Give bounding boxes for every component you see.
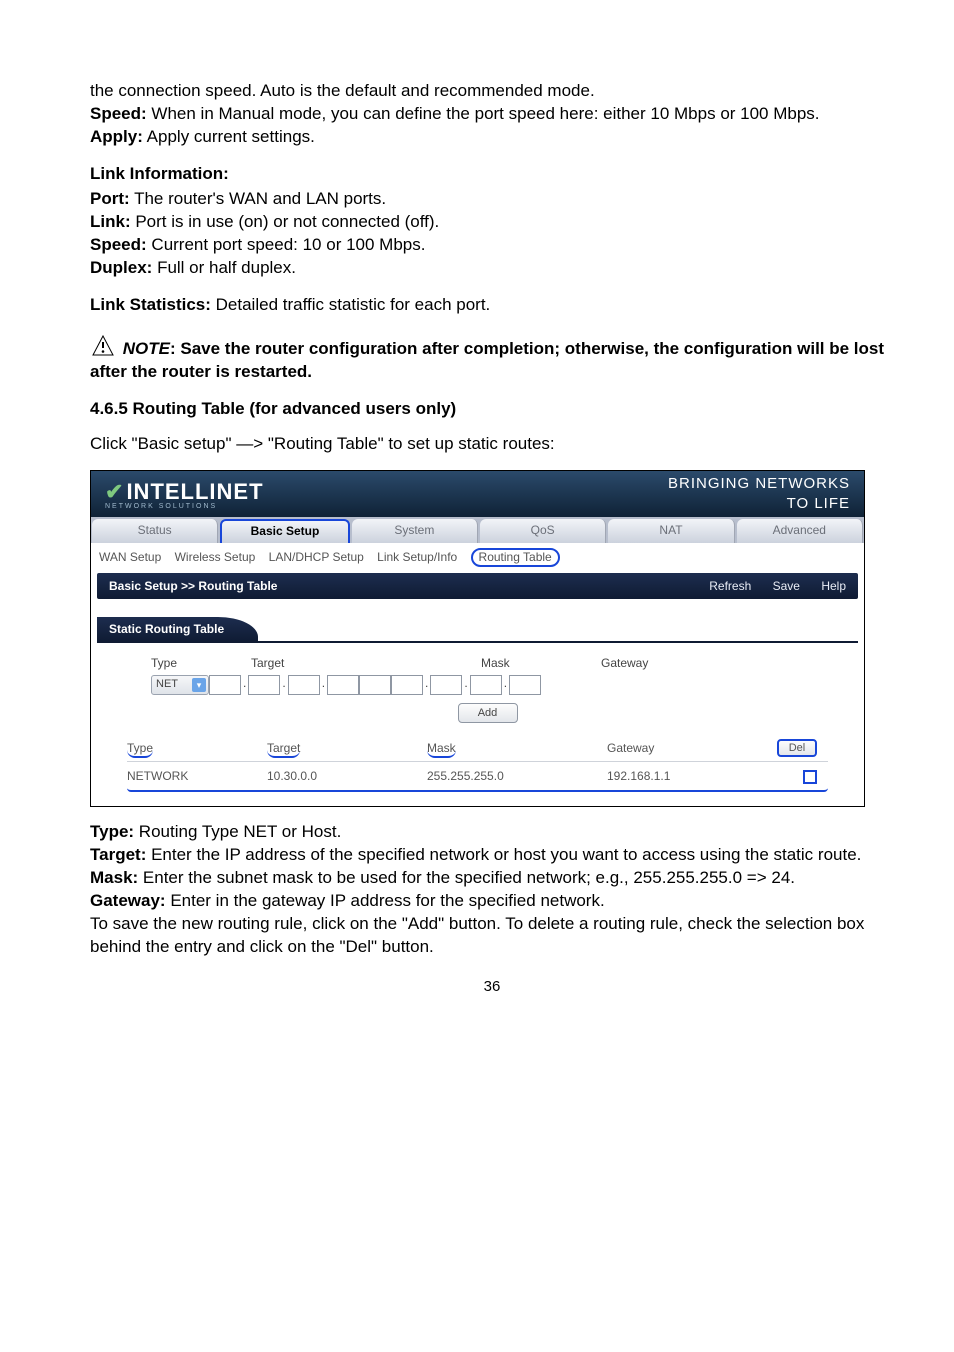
shot-header: ✔INTELLINET NETWORK SOLUTIONS BRINGING N… (91, 471, 864, 517)
th-target: Target (267, 740, 427, 756)
tab-nat[interactable]: NAT (608, 519, 734, 543)
port-label: Port: (90, 189, 130, 208)
type-select[interactable]: NET ▾ (151, 675, 209, 695)
hdr-gateway: Gateway (601, 655, 761, 671)
tail-text: To save the new routing rule, click on t… (90, 914, 864, 956)
row-checkbox[interactable] (803, 770, 817, 784)
duplex-label: Duplex: (90, 258, 152, 277)
warning-icon (90, 334, 116, 358)
speed-label2: Speed: (90, 235, 147, 254)
note-block: NOTE: Save the router configuration afte… (90, 334, 894, 384)
speed-text2: Current port speed: 10 or 100 Mbps. (147, 235, 426, 254)
tagline-top: BRINGING NETWORKS (668, 475, 850, 492)
logo-block: ✔INTELLINET NETWORK SOLUTIONS (105, 477, 264, 512)
target-txt: Enter the IP address of the specified ne… (146, 845, 861, 864)
hdr-target: Target (251, 655, 481, 671)
type-lbl: Type: (90, 822, 134, 841)
row-del (757, 768, 817, 784)
chevron-down-icon: ▾ (192, 678, 206, 692)
th-type: Type (127, 740, 267, 756)
row-mask: 255.255.255.0 (427, 768, 607, 784)
duplex-text: Full or half duplex. (152, 258, 296, 277)
form-area: Type Target Mask Gateway NET ▾ ... (91, 643, 864, 729)
table-row: NETWORK 10.30.0.0 255.255.255.0 192.168.… (127, 762, 828, 792)
link-info-block: Link Information: Port: The router's WAN… (90, 163, 894, 280)
save-link[interactable]: Save (773, 579, 800, 593)
sub-tabs: WAN Setup Wireless Setup LAN/DHCP Setup … (91, 543, 864, 571)
section-465-lead: Click "Basic setup" —> "Routing Table" t… (90, 433, 894, 456)
tagline-bottom: TO LIFE (787, 495, 850, 512)
panel-title: Static Routing Table (97, 617, 258, 641)
apply-label: Apply: (90, 127, 143, 146)
tab-status[interactable]: Status (92, 519, 218, 543)
router-screenshot: ✔INTELLINET NETWORK SOLUTIONS BRINGING N… (90, 470, 865, 807)
link-stats-block: Link Statistics: Detailed traffic statis… (90, 294, 894, 317)
section-465-title: 4.6.5 Routing Table (for advanced users … (90, 398, 894, 421)
add-button[interactable]: Add (458, 703, 518, 723)
tagline: BRINGING NETWORKS TO LIFE (668, 474, 850, 515)
para-conn-speed: the connection speed. Auto is the defaul… (90, 80, 894, 149)
page-number: 36 (90, 977, 894, 997)
apply-text: Apply current settings. (143, 127, 315, 146)
hdr-type: Type (151, 655, 251, 671)
breadcrumb-bar: Basic Setup >> Routing Table Refresh Sav… (97, 573, 858, 599)
link-stats-label: Link Statistics: (90, 295, 211, 314)
mask-txt: Enter the subnet mask to be used for the… (138, 868, 795, 887)
tab-qos[interactable]: QoS (480, 519, 606, 543)
refresh-link[interactable]: Refresh (709, 579, 751, 593)
target-input[interactable]: ... (209, 675, 359, 695)
note-prefix: NOTE (123, 339, 170, 358)
subtab-wireless[interactable]: Wireless Setup (175, 550, 256, 564)
mask-lbl: Mask: (90, 868, 138, 887)
panel-heading: Static Routing Table (97, 617, 858, 642)
subtab-landhcp[interactable]: LAN/DHCP Setup (269, 550, 364, 564)
link-label: Link: (90, 212, 131, 231)
target-lbl: Target: (90, 845, 146, 864)
tab-basic-setup[interactable]: Basic Setup (220, 519, 349, 543)
subtab-link[interactable]: Link Setup/Info (377, 550, 457, 564)
tab-advanced[interactable]: Advanced (737, 519, 863, 543)
gateway-txt: Enter in the gateway IP address for the … (166, 891, 605, 910)
hdr-mask: Mask (481, 655, 601, 671)
link-info-heading: Link Information: (90, 163, 894, 186)
type-select-value: NET (156, 677, 178, 692)
subtab-routing-table[interactable]: Routing Table (471, 548, 560, 567)
speed-label: Speed: (90, 104, 147, 123)
row-target: 10.30.0.0 (267, 768, 427, 784)
link-stats-text: Detailed traffic statistic for each port… (211, 295, 490, 314)
row-gateway: 192.168.1.1 (607, 768, 757, 784)
subtab-wan[interactable]: WAN Setup (99, 550, 161, 564)
row-type: NETWORK (127, 768, 267, 784)
type-txt: Routing Type NET or Host. (134, 822, 341, 841)
port-text: The router's WAN and LAN ports. (130, 189, 386, 208)
bar-actions: Refresh Save Help (691, 578, 846, 594)
gateway-input[interactable]: ... (391, 675, 541, 695)
mask-input[interactable] (359, 675, 391, 695)
link-text: Port is in use (on) or not connected (of… (131, 212, 440, 231)
definitions: Type: Routing Type NET or Host. Target: … (90, 821, 894, 959)
help-link[interactable]: Help (821, 579, 846, 593)
breadcrumb: Basic Setup >> Routing Table (109, 578, 277, 594)
text: the connection speed. Auto is the defaul… (90, 81, 595, 100)
th-mask: Mask (427, 740, 607, 756)
routing-table: Type Target Mask Gateway Del NETWORK 10.… (91, 729, 864, 806)
gateway-lbl: Gateway: (90, 891, 166, 910)
th-del: Del (757, 739, 817, 757)
note-rest: : Save the router configuration after co… (90, 339, 884, 381)
th-gateway: Gateway (607, 740, 757, 756)
tab-system[interactable]: System (352, 519, 478, 543)
speed-text: When in Manual mode, you can define the … (147, 104, 820, 123)
main-tabs: Status Basic Setup System QoS NAT Advanc… (91, 517, 864, 543)
